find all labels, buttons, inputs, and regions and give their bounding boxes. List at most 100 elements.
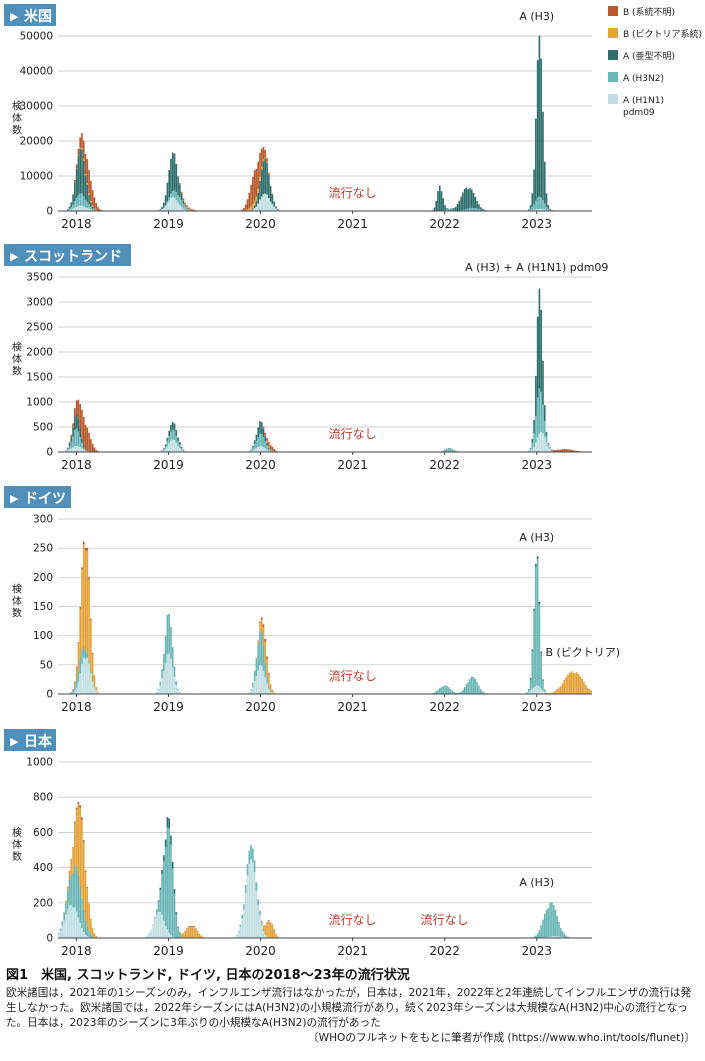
x-tick-label: 2022	[429, 458, 460, 472]
bar-a_h1n1	[531, 688, 534, 694]
bar-a_h3n2	[451, 448, 454, 452]
bar-a_h3n2	[91, 936, 94, 938]
bar-b_unknown	[575, 450, 578, 452]
legend: B (系統不明) B (ビクトリア系統) A (亜型不明) A (H3N2) A (H1…	[608, 6, 702, 118]
bar-a_h3n2	[476, 682, 478, 694]
bar-a_unsubtyped	[75, 413, 78, 429]
bar-a_h1n1	[260, 196, 263, 211]
figure-caption: 図1 米国, スコットランド, ドイツ, 日本の2018～23年の流行状況 欧米…	[6, 964, 701, 1046]
bar-a_h1n1	[559, 936, 562, 938]
bar-b_victoria	[273, 692, 276, 694]
bar-a_h3n2	[536, 933, 539, 938]
bar-b_unknown	[574, 450, 576, 452]
bar-b_victoria	[97, 691, 99, 694]
bar-a_unsubtyped	[170, 158, 172, 194]
bar-a_h1n1	[543, 436, 546, 452]
bar-a_h3n2	[545, 909, 548, 938]
bar-a_h3n2	[535, 566, 537, 686]
bar-a_h3n2	[438, 688, 441, 694]
bar-a_unsubtyped	[253, 440, 256, 444]
bar-a_h3n2	[536, 559, 539, 686]
bar-a_unsubtyped	[268, 174, 270, 199]
bar-b_unknown	[189, 208, 192, 210]
bar-a_h3n2	[161, 669, 163, 679]
bar-a_h1n1	[91, 209, 94, 211]
bar-a_h3n2	[61, 921, 64, 926]
bar-a_unsubtyped	[481, 208, 484, 211]
bar-a_h1n1	[535, 685, 537, 694]
bar-b_unknown	[259, 152, 261, 177]
bar-b_victoria	[184, 204, 187, 206]
bar-a_h1n1	[72, 907, 74, 938]
bar-a_h1n1	[163, 920, 165, 938]
bar-b_victoria	[72, 847, 74, 874]
bar-a_h1n1	[161, 209, 163, 211]
y-tick-label: 600	[33, 827, 53, 839]
bar-b_victoria	[82, 544, 85, 647]
bar-b_unknown	[189, 926, 192, 927]
bar-a_h3n2	[435, 691, 437, 694]
bar-a_h1n1	[252, 450, 254, 452]
bar-a_h3n2	[81, 649, 83, 664]
bar-a_h3n2	[467, 208, 470, 211]
bar-b_unknown	[93, 447, 96, 452]
bar-a_h1n1	[82, 449, 85, 452]
bar-b_unknown	[77, 148, 80, 156]
bar-a_h1n1	[166, 202, 169, 211]
bar-a_h3n2	[527, 450, 530, 452]
bar-a_h1n1	[59, 930, 62, 938]
bar-a_h1n1	[79, 923, 81, 938]
bar-a_h3n2	[182, 450, 185, 452]
panel-1: ▶ 米国 0 10000 20000 30000 40000 50000 検体数 2018 2019…	[4, 4, 592, 231]
bar-a_unsubtyped	[543, 405, 546, 422]
bar-b_unknown	[241, 209, 243, 211]
bar-a_h1n1	[262, 670, 265, 694]
bar-a_h3n2	[543, 690, 546, 693]
bar-a_h3n2	[543, 421, 546, 437]
bar-b_victoria	[77, 804, 80, 876]
bar-a_unsubtyped	[93, 209, 96, 210]
bar-a_h3n2	[453, 691, 455, 694]
bar-b_victoria	[179, 931, 181, 933]
bar-b_victoria	[77, 155, 80, 157]
bar-b_victoria	[90, 620, 92, 672]
bar-a_h1n1	[170, 440, 172, 452]
bar-a_h3n2	[166, 441, 169, 447]
bar-a_h3n2	[70, 442, 73, 449]
bar-b_unknown	[567, 449, 569, 452]
bar-a_h1n1	[552, 936, 555, 938]
bar-a_unsubtyped	[264, 435, 267, 442]
bar-b_victoria	[561, 683, 564, 694]
bar-a_unsubtyped	[540, 651, 543, 654]
bar-b_victoria	[271, 690, 274, 694]
bar-a_h3n2	[253, 671, 256, 682]
bar-a_h1n1	[257, 670, 259, 694]
bar-b_victoria	[84, 550, 87, 652]
bar-a_h3n2	[264, 934, 267, 935]
bar-a_unsubtyped	[470, 189, 473, 208]
bar-a_unsubtyped	[77, 418, 80, 432]
bar-a_h3n2	[255, 658, 258, 677]
bar-b_unknown	[79, 403, 81, 429]
bar-b_victoria	[554, 690, 557, 694]
bar-b_unknown	[75, 400, 78, 414]
bar-a_h1n1	[275, 208, 277, 211]
bar-a_h1n1	[175, 685, 178, 694]
y-tick-label: 2500	[26, 322, 53, 334]
bar-a_h3n2	[463, 209, 466, 211]
bar-b_victoria	[268, 921, 270, 938]
bar-a_h3n2	[75, 867, 78, 912]
bar-a_unsubtyped	[79, 428, 81, 438]
bar-a_h3n2	[547, 208, 550, 211]
bar-a_h1n1	[74, 907, 76, 938]
bar-a_unsubtyped	[262, 161, 265, 195]
bar-a_unsubtyped	[75, 168, 78, 198]
bar-a_h3n2	[529, 208, 532, 211]
bar-b_victoria	[79, 807, 81, 887]
bar-a_h1n1	[168, 932, 170, 938]
bar-a_unsubtyped	[175, 912, 178, 915]
bars	[63, 288, 585, 453]
bar-a_h3n2	[540, 653, 543, 689]
bar-a_unsubtyped	[66, 208, 69, 210]
bar-b_unknown	[195, 928, 197, 930]
